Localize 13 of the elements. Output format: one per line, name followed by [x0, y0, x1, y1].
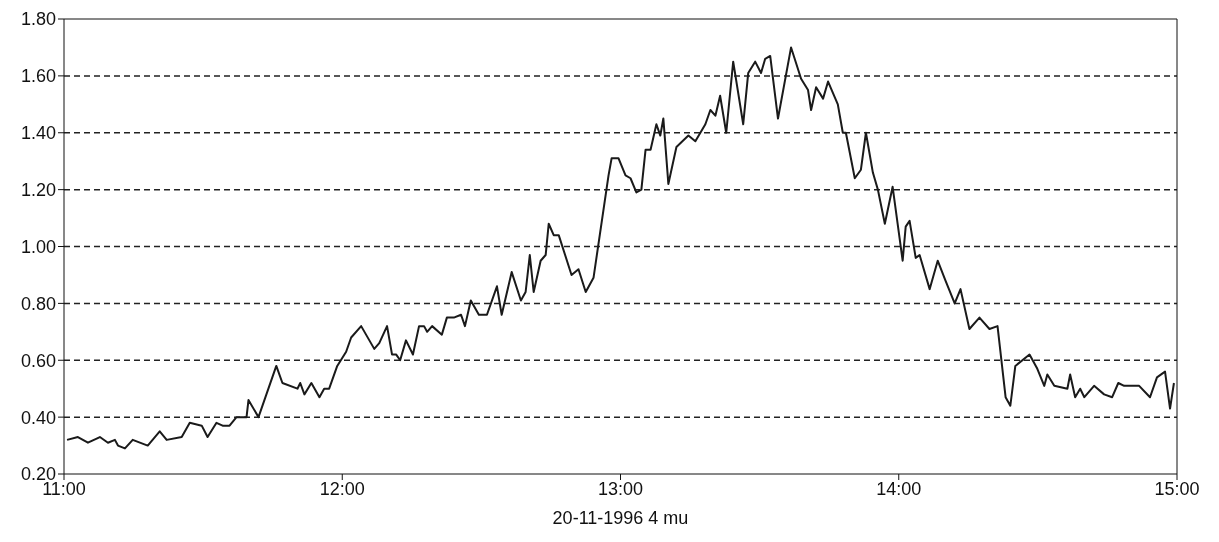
y-tick-label: 0.40 [20, 407, 56, 428]
y-tick-label: 1.80 [20, 9, 56, 30]
y-tick-label: 1.40 [20, 123, 56, 144]
x-axis-title: 20-11-1996 4 mu [552, 508, 689, 528]
x-tick-label: 12:00 [319, 478, 365, 499]
y-tick-label: 0.60 [20, 350, 56, 371]
y-tick-label: 0.80 [20, 293, 56, 314]
y-tick-label: 1.00 [20, 236, 56, 257]
x-tick-label: 13:00 [597, 478, 644, 499]
y-tick-label: 1.60 [20, 66, 56, 87]
x-tick-label: 15:00 [1154, 478, 1200, 499]
x-tick-label: 14:00 [876, 478, 922, 499]
y-tick-label: 1.20 [20, 180, 56, 201]
